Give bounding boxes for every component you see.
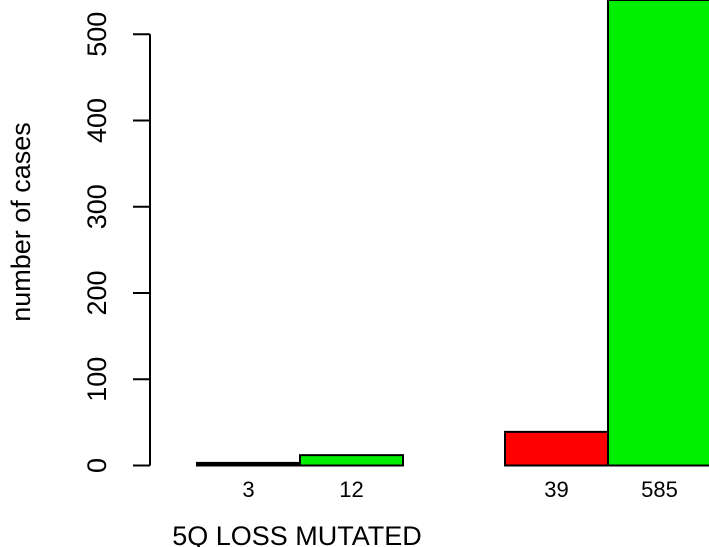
bar-label-39: 39 <box>544 477 568 502</box>
y-tick-label-200: 200 <box>82 270 112 315</box>
bar-label-12: 12 <box>339 477 363 502</box>
x-axis-label: 5Q LOSS MUTATED <box>172 521 422 547</box>
bar-585 <box>607 0 709 467</box>
bar-label-585: 585 <box>641 477 678 502</box>
bar-label-3: 3 <box>242 477 254 502</box>
bar-3 <box>196 461 301 467</box>
bars-layer <box>196 0 709 467</box>
y-tick-label-300: 300 <box>82 184 112 229</box>
y-tick-label-100: 100 <box>82 357 112 402</box>
y-axis: 0 100 200 300 400 500 <box>82 12 151 473</box>
bar-12 <box>299 454 404 467</box>
bar-labels: 3 12 39 585 <box>242 477 677 502</box>
y-axis-label: number of cases <box>6 122 36 322</box>
y-tick-label-0: 0 <box>82 458 112 473</box>
bar-39 <box>504 430 609 467</box>
y-tick-label-500: 500 <box>82 12 112 57</box>
y-tick-label-400: 400 <box>82 98 112 143</box>
